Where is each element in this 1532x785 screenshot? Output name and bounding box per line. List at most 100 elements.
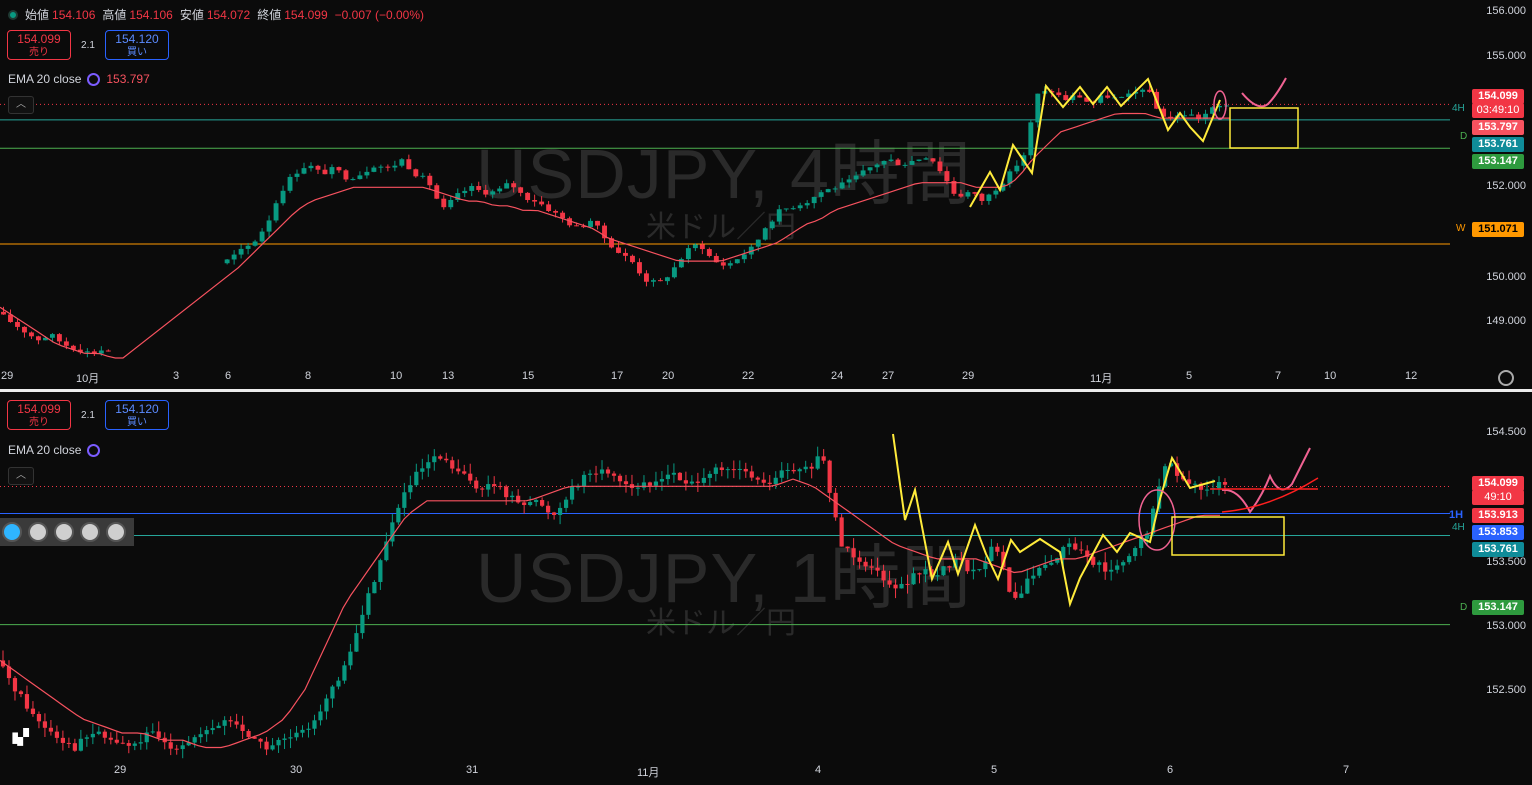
candle-body: [1049, 562, 1054, 565]
candle-body: [818, 192, 824, 197]
chart-pane-4h[interactable]: USDJPY, 4時間 米ドル／円 始値 154.106 高値 154.106 安値…: [0, 0, 1532, 389]
sell-button[interactable]: 154.099 売り: [7, 30, 71, 60]
candle-body: [245, 245, 251, 249]
candle-body: [958, 193, 964, 197]
clock-icon[interactable]: [80, 522, 100, 542]
candle-body: [995, 546, 1000, 552]
chart-pane-1h[interactable]: USDJPY, 1時間 米ドル／円 154.099 売り 2.1 154.120 買…: [0, 392, 1532, 785]
candle-body: [192, 737, 197, 743]
candle-body: [492, 484, 497, 487]
ema-name: EMA 20 close: [8, 72, 82, 86]
candle-body: [779, 470, 784, 478]
candle-body: [1031, 575, 1036, 579]
candle-body: [749, 471, 754, 478]
candle-body: [574, 225, 580, 227]
candle-body: [336, 680, 341, 687]
buy-button[interactable]: 154.120 買い: [105, 30, 169, 60]
candle-body: [930, 158, 936, 162]
candle-body: [90, 733, 95, 738]
candle-body: [60, 737, 65, 743]
candle-body: [144, 732, 149, 743]
sell-button[interactable]: 154.099 売り: [7, 400, 71, 430]
candle-body: [1103, 562, 1108, 572]
ema-legend[interactable]: EMA 20 close 153.797: [8, 72, 150, 86]
circle-annotation: [1138, 489, 1176, 551]
candle-body: [1147, 89, 1153, 92]
candle-body: [402, 492, 407, 508]
price-chart-1h[interactable]: [0, 392, 1532, 785]
candle-body: [875, 567, 880, 571]
indicator-settings-icon[interactable]: [87, 72, 101, 86]
candle-body: [881, 570, 886, 581]
candle-body: [532, 200, 538, 202]
candle-body: [972, 192, 978, 194]
collapse-legend-button[interactable]: ︿: [8, 467, 34, 485]
candle-body: [282, 738, 287, 740]
ema-legend[interactable]: EMA 20 close: [8, 443, 101, 457]
candle-body: [653, 481, 659, 486]
x-tick: 7: [1343, 764, 1350, 776]
candle-body: [427, 175, 433, 186]
candle-body: [737, 468, 742, 470]
candle-body: [77, 349, 83, 353]
candle-body: [863, 561, 868, 567]
speed-icon[interactable]: [28, 522, 48, 542]
candle-body: [126, 743, 131, 746]
candle-body: [944, 171, 950, 181]
candle-body: [790, 208, 796, 210]
candle-body: [1115, 565, 1120, 570]
candle-body: [399, 159, 405, 166]
candle-body: [1198, 483, 1204, 490]
candle-body: [438, 456, 443, 459]
replay-icon[interactable]: [2, 522, 22, 542]
candle-body: [937, 161, 943, 172]
candle-body: [699, 244, 705, 250]
candle-body: [264, 741, 269, 750]
collapse-legend-button[interactable]: ︿: [8, 96, 34, 114]
high-value: 154.106: [129, 7, 173, 22]
candle-body: [581, 226, 586, 228]
candle-body: [462, 190, 468, 194]
candle-body: [755, 477, 760, 480]
candle-body: [231, 254, 237, 260]
candle-body: [867, 167, 873, 171]
candle-body: [288, 737, 293, 739]
candle-body: [42, 337, 48, 341]
timer-icon[interactable]: [54, 522, 74, 542]
x-tick: 8: [305, 370, 312, 382]
candle-body: [1196, 114, 1201, 120]
candle-body: [315, 165, 321, 170]
chart-settings-icon[interactable]: [1498, 370, 1514, 386]
y-tick: 150.000: [1486, 271, 1526, 283]
candle-body: [156, 731, 161, 738]
candle-body: [720, 262, 726, 266]
candle-body: [647, 482, 653, 486]
candle-body: [462, 471, 467, 474]
candle-body: [923, 569, 928, 575]
candle-body: [408, 485, 413, 493]
ema-price-label: 153.853: [1472, 525, 1524, 540]
y-tick: 152.000: [1486, 180, 1526, 192]
candle-body: [623, 252, 628, 256]
candle-body: [24, 694, 30, 709]
target-box-annotation: [1229, 107, 1299, 149]
candle-body: [605, 469, 611, 474]
ema-line: [0, 112, 1230, 359]
candle-body: [432, 456, 437, 463]
candle-body: [692, 244, 698, 249]
pane-divider[interactable]: [0, 389, 1532, 392]
candle-body: [869, 566, 874, 568]
buy-button[interactable]: 154.120 買い: [105, 400, 169, 430]
stopwatch-icon[interactable]: [106, 522, 126, 542]
indicator-settings-icon[interactable]: [87, 443, 101, 457]
trade-panel-top: 154.099 売り 2.1 154.120 買い: [7, 30, 169, 60]
price-chart-4h[interactable]: [0, 0, 1532, 389]
candle-body: [468, 473, 473, 481]
x-tick: 5: [1186, 370, 1193, 382]
candle-body: [567, 218, 573, 226]
candle-body: [553, 210, 559, 213]
candle-body: [641, 482, 647, 488]
candle-body: [761, 479, 766, 483]
candle-body: [755, 239, 761, 247]
candle-body: [1091, 556, 1096, 565]
